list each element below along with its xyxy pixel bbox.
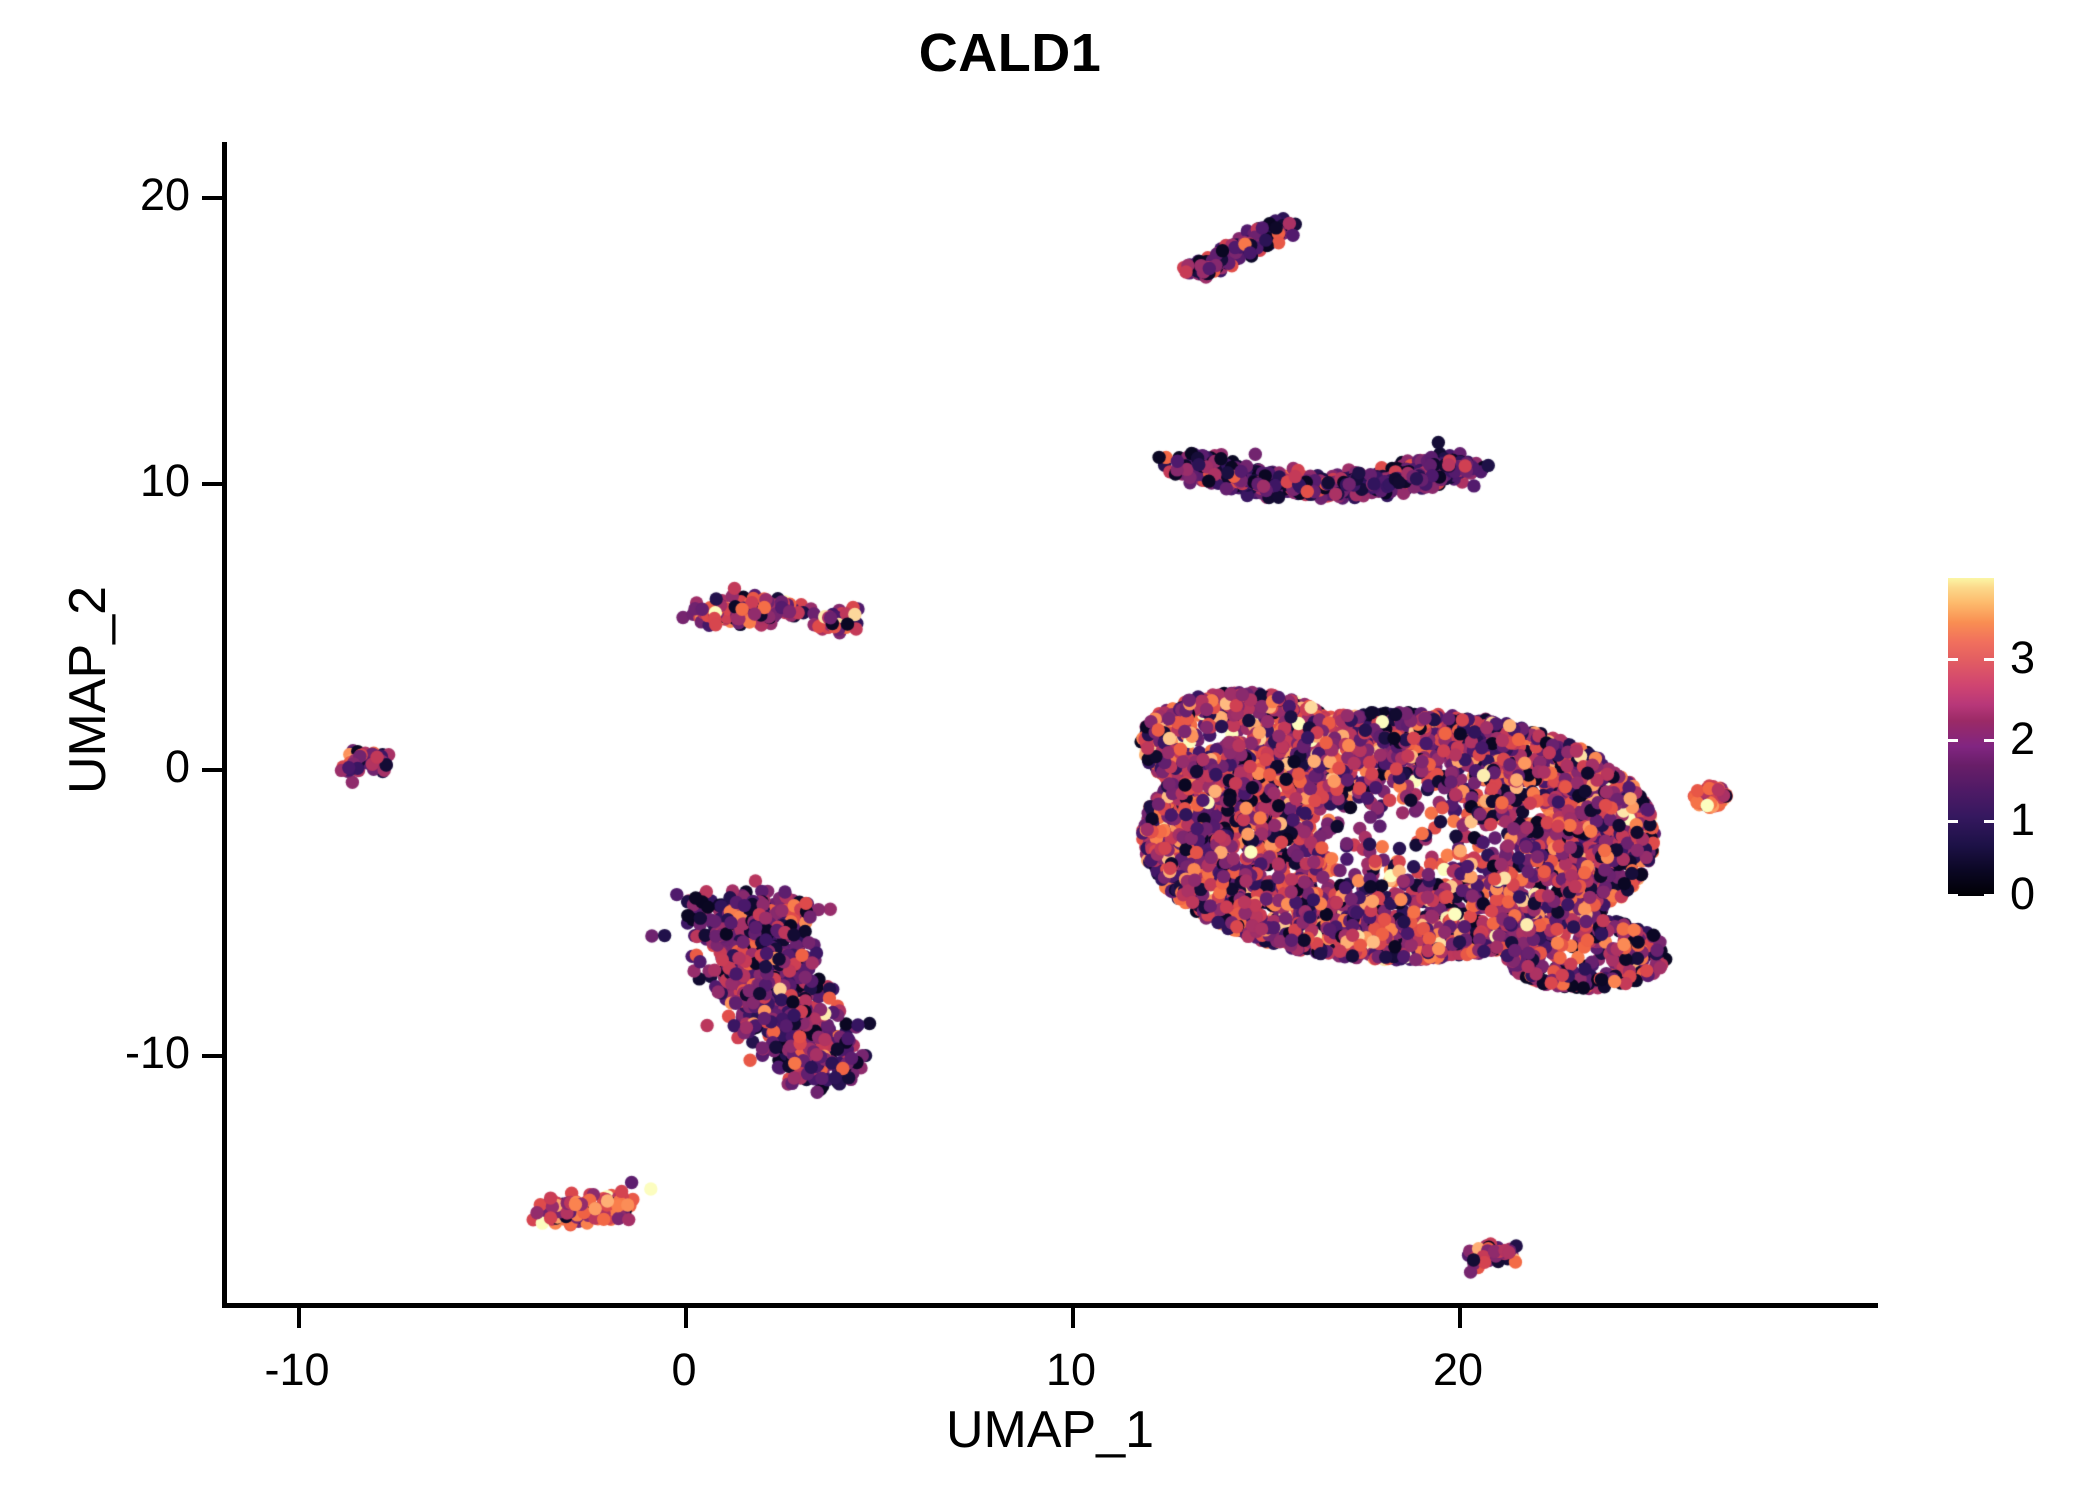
y-axis-title: UMAP_2	[59, 585, 117, 795]
y-tick-label-0: 0	[164, 741, 190, 792]
y-tick-label-10: 10	[139, 455, 190, 506]
x-tick-label-0: 0	[671, 1344, 697, 1395]
colorbar-tick-3-right	[1984, 658, 1994, 661]
colorbar-label-3: 3	[2010, 632, 2036, 683]
colorbar-tick-2-right	[1984, 739, 1994, 742]
x-tick-10: 10	[1046, 1308, 1096, 1395]
colorbar-label-1: 1	[2010, 794, 2036, 845]
x-axis-title: UMAP_1	[945, 1401, 1155, 1459]
y-tick-0: 0	[165, 742, 222, 792]
x-tick-label-10: 10	[1045, 1344, 1097, 1395]
y-tick-minus10: -10	[125, 1028, 222, 1078]
colorbar-tick-0-left	[1948, 894, 1958, 897]
y-tick-label-20: 20	[139, 169, 190, 220]
page-title: CALD1	[918, 23, 1102, 83]
x-axis-line	[222, 1303, 1878, 1308]
y-tick-label-minus10: -10	[124, 1027, 190, 1078]
y-axis-line	[222, 142, 227, 1308]
colorbar-label-0: 0	[2010, 868, 2036, 919]
y-tick-10: 10	[140, 456, 222, 506]
x-tick-label-20: 20	[1432, 1344, 1484, 1395]
colorbar-tick-1-left	[1948, 820, 1958, 823]
colorbar-label-2: 2	[2010, 713, 2036, 764]
colorbar-tick-3-left	[1948, 658, 1958, 661]
plot-panel: 20 10 0 -10 -10 0 10 20	[125, 142, 1878, 1395]
scatter-canvas	[222, 142, 1878, 1308]
x-tick-0: 0	[671, 1308, 697, 1395]
y-tick-20: 20	[140, 170, 222, 220]
colorbar-tick-0-right	[1984, 894, 1994, 897]
x-tick-20: 20	[1433, 1308, 1483, 1395]
x-tick-minus10: -10	[264, 1308, 330, 1395]
colorbar-tick-1-right	[1984, 820, 1994, 823]
colorbar-tick-2-left	[1948, 739, 1958, 742]
x-tick-label-minus10: -10	[264, 1344, 330, 1395]
colorbar-legend: 3 2 1 0	[1944, 560, 2094, 940]
colorbar-gradient	[1948, 578, 1994, 896]
